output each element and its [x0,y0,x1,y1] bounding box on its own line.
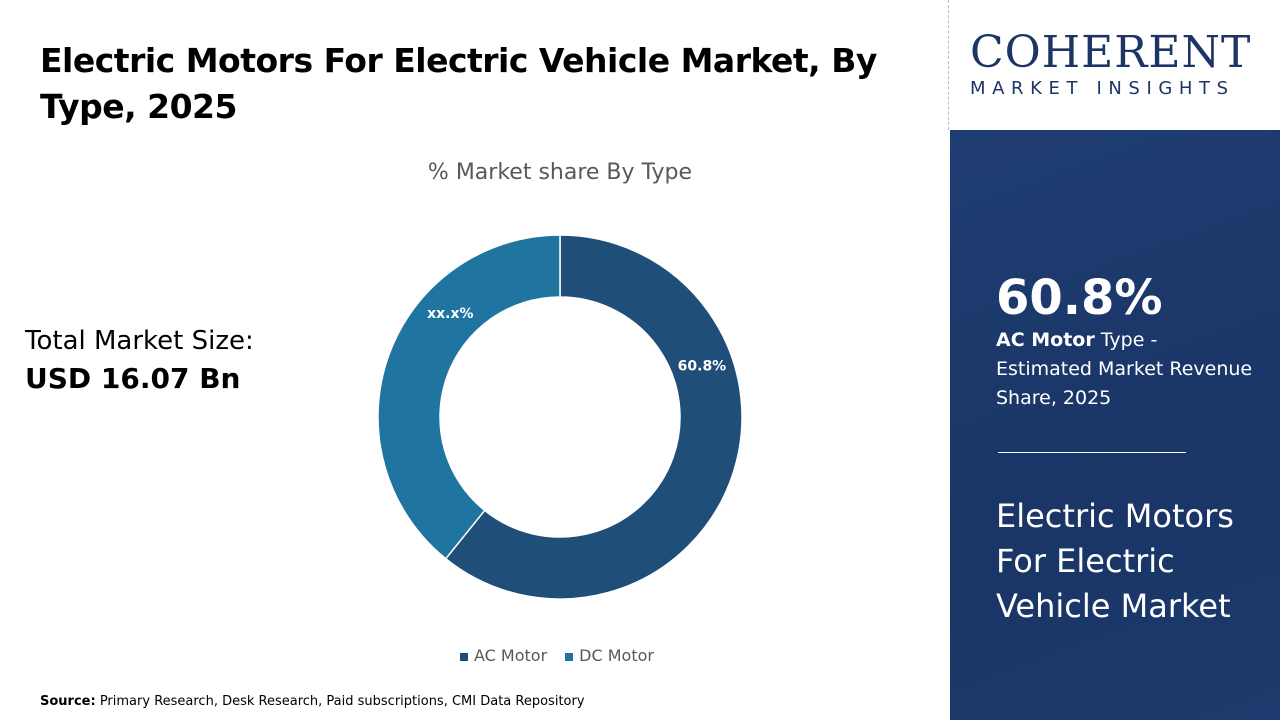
source: Source: Primary Research, Desk Research,… [40,694,585,709]
legend-label: AC Motor [474,646,548,665]
logo-sub: MARKET INSIGHTS [970,78,1235,99]
legend-swatch [565,652,574,661]
data-label: 60.8% [678,358,727,374]
highlight-description: AC Motor Type - Estimated Market Revenue… [996,326,1256,413]
legend-item: DC Motor [565,646,654,665]
highlight-value: 60.8% [996,270,1163,326]
panel-divider [998,452,1186,453]
slice-ac-motor [444,234,743,600]
total-market-value: USD 16.07 Bn [25,362,241,395]
legend-item: AC Motor [460,646,547,665]
logo-main: COHERENT [970,27,1252,78]
legend-swatch [460,652,468,661]
page-title: Electric Motors For Electric Vehicle Mar… [40,41,877,126]
slice-dc-motor [377,234,561,560]
market-name: Electric Motors For Electric Vehicle Mar… [996,497,1234,625]
divider [948,0,949,130]
data-label: xx.x% [427,306,473,322]
logo: COHERENT MARKET INSIGHTS [950,0,1280,130]
highlight-panel: 60.8% AC Motor Type - Estimated Market R… [950,130,1280,720]
legend-label: DC Motor [579,646,654,665]
source-label: Source: [40,694,96,709]
source-text: Primary Research, Desk Research, Paid su… [95,694,585,709]
total-market-label: Total Market Size: [25,326,254,356]
highlight-segment: AC Motor [996,329,1095,351]
legend: AC Motor DC Motor [460,646,654,665]
chart-title: % Market share By Type [427,160,693,185]
highlight-text: Type - Estimated Market Revenue Share, 2… [996,329,1253,409]
